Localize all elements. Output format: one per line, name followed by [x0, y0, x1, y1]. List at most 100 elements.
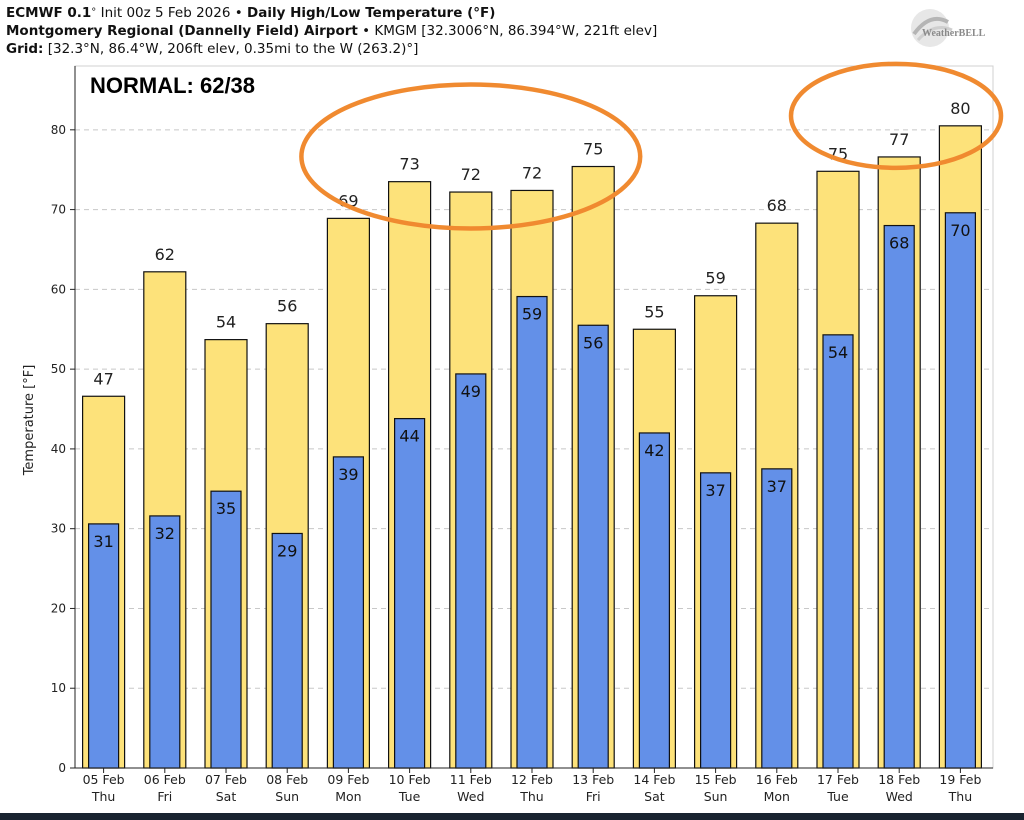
low-value-label: 37	[767, 477, 787, 496]
y-axis-label: Temperature [°F]	[22, 365, 37, 477]
normal-annotation: NORMAL: 62/38	[90, 73, 255, 98]
x-tick-day: Thu	[91, 789, 115, 804]
product-name: Daily High/Low Temperature (°F)	[247, 5, 496, 21]
high-value-label: 80	[950, 99, 970, 118]
init-time: Init 00z 5 Feb 2026	[100, 5, 231, 21]
high-value-label: 73	[399, 155, 419, 174]
low-value-label: 35	[216, 499, 236, 518]
bars	[81, 125, 983, 769]
chart-header: ECMWF 0.1° Init 00z 5 Feb 2026 • Daily H…	[6, 4, 657, 58]
high-value-label: 47	[93, 369, 113, 388]
low-value-label: 39	[338, 465, 358, 484]
x-tick-day: Wed	[886, 789, 913, 804]
header-line-grid: Grid: [32.3°N, 86.4°W, 206ft elev, 0.35m…	[6, 40, 657, 58]
y-tick-label: 60	[51, 282, 66, 296]
high-value-label: 68	[767, 196, 787, 215]
x-tick-day: Sun	[704, 789, 728, 804]
x-tick-date: 14 Feb	[633, 772, 675, 787]
x-tick-date: 10 Feb	[389, 772, 431, 787]
low-bar	[87, 523, 120, 769]
y-tick-label: 0	[58, 761, 66, 775]
y-tick-label: 80	[51, 123, 66, 137]
x-tick-day: Tue	[398, 789, 421, 804]
high-value-label: 72	[461, 165, 481, 184]
weatherbell-logo: WeatherBELL	[900, 4, 1000, 56]
y-tick-label: 30	[51, 522, 66, 536]
low-bar	[455, 373, 487, 769]
y-tick-label: 40	[51, 442, 66, 456]
weatherbell-logo-mark: WeatherBELL	[911, 9, 986, 47]
low-bar	[394, 417, 426, 769]
low-value-label: 59	[522, 305, 542, 324]
low-value-label: 56	[583, 333, 603, 352]
x-tick-day: Mon	[764, 789, 790, 804]
x-tick-date: 16 Feb	[756, 772, 798, 787]
low-value-label: 32	[155, 524, 175, 543]
low-bar	[761, 468, 793, 769]
x-tick-date: 18 Feb	[878, 772, 920, 787]
y-tick-label: 20	[51, 601, 66, 615]
x-tick-day: Wed	[457, 789, 484, 804]
x-tick-day: Sun	[275, 789, 299, 804]
highlight-circles	[299, 61, 1004, 231]
high-value-label: 55	[644, 302, 664, 321]
low-value-label: 44	[399, 427, 419, 446]
low-value-label: 49	[461, 382, 481, 401]
x-tick-date: 09 Feb	[327, 772, 369, 787]
low-value-label: 42	[644, 441, 664, 460]
low-value-label: 31	[93, 532, 113, 551]
y-tick-label: 50	[51, 362, 66, 376]
x-tick-day: Mon	[335, 789, 361, 804]
x-tick-date: 08 Feb	[266, 772, 308, 787]
low-bar	[577, 324, 609, 769]
x-tick-day: Sat	[216, 789, 237, 804]
axes: 0 10 20 30 40 50 60 70 80 05 Feb Thu 06 Feb Fri 07 Fe…	[51, 66, 993, 804]
low-value-label: 68	[889, 234, 909, 253]
high-value-label: 72	[522, 163, 542, 182]
low-bar	[944, 212, 977, 769]
grid-label: Grid:	[6, 41, 44, 57]
value-labels: 4731623254355629693973447249725975565542…	[93, 99, 970, 561]
separator-bullet: •	[234, 5, 243, 21]
low-bar	[638, 432, 671, 769]
x-tick-date: 06 Feb	[144, 772, 186, 787]
logo-text: WeatherBELL	[922, 28, 986, 39]
header-line-station: Montgomery Regional (Dannelly Field) Air…	[6, 22, 657, 40]
low-bar	[883, 224, 915, 769]
high-value-label: 59	[705, 269, 725, 288]
x-tick-day: Fri	[586, 789, 601, 804]
x-tick-day: Thu	[948, 789, 972, 804]
x-tick-date: 13 Feb	[572, 772, 614, 787]
low-value-label: 70	[950, 221, 970, 240]
high-value-label: 54	[216, 313, 236, 332]
y-tick-label: 10	[51, 681, 66, 695]
grid-details: [32.3°N, 86.4°W, 206ft elev, 0.35mi to t…	[47, 41, 419, 57]
x-tick-date: 15 Feb	[695, 772, 737, 787]
low-value-label: 54	[828, 343, 848, 362]
x-tick-date: 05 Feb	[83, 772, 125, 787]
y-tick-label: 70	[51, 203, 66, 217]
bottom-strip	[0, 813, 1024, 820]
degree-mark: °	[91, 7, 97, 18]
model-name: ECMWF 0.1	[6, 5, 92, 21]
x-tick-date: 19 Feb	[939, 772, 981, 787]
low-bar	[516, 295, 548, 769]
low-bar	[149, 515, 181, 769]
separator-bullet: •	[362, 23, 371, 39]
x-tick-day: Fri	[157, 789, 172, 804]
x-tick-day: Sat	[644, 789, 665, 804]
header-line-model: ECMWF 0.1° Init 00z 5 Feb 2026 • Daily H…	[6, 4, 657, 22]
high-value-label: 77	[889, 130, 909, 149]
x-tick-date: 11 Feb	[450, 772, 492, 787]
x-tick-date: 07 Feb	[205, 772, 247, 787]
low-bar	[332, 456, 364, 769]
high-value-label: 62	[155, 245, 175, 264]
highlight-ellipse	[788, 61, 1004, 171]
station-details: KMGM [32.3006°N, 86.394°W, 221ft elev]	[374, 23, 658, 39]
low-bar	[210, 490, 242, 769]
x-tick-day: Thu	[519, 789, 543, 804]
low-bar	[271, 532, 303, 769]
low-value-label: 37	[705, 481, 725, 500]
station-name: Montgomery Regional (Dannelly Field) Air…	[6, 23, 358, 39]
